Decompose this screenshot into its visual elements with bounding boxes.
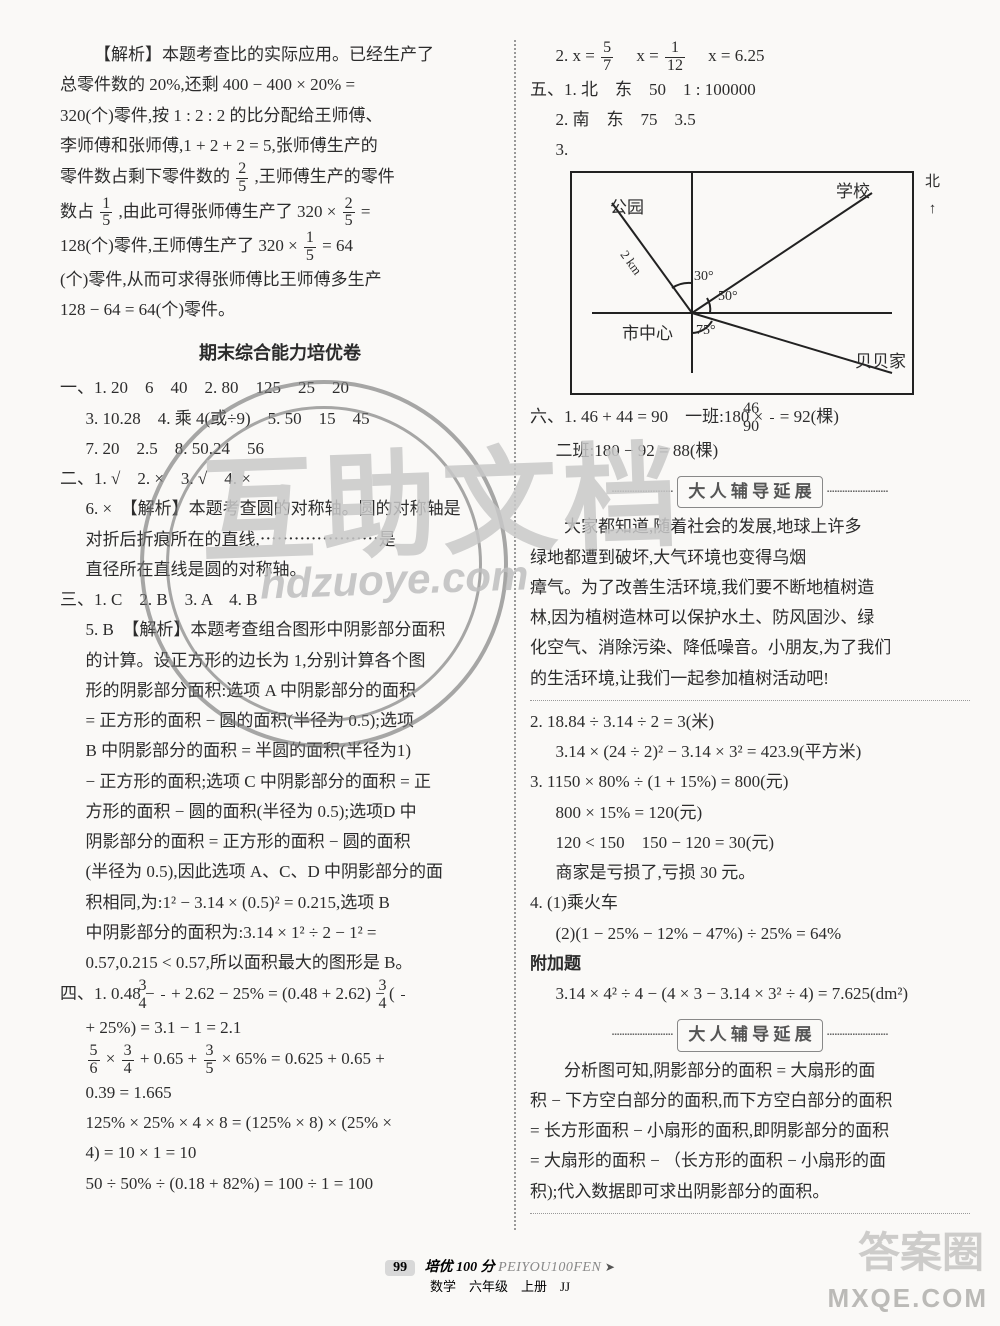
answer-line: 积相同,为:1² − 3.14 × (0.5)² = 0.215,选项 B: [60, 888, 500, 918]
analysis-line: 128(个)零件,王师傅生产了 320 × 15 = 64: [60, 230, 500, 265]
guidance-text: 积 − 下方空白部分的面积,而下方空白部分的面积: [530, 1086, 970, 1116]
label-30: 30°: [694, 265, 714, 290]
answer-line: 四、1. 0.48 − 34 + 2.62 − 25% = (0.48 + 2.…: [60, 978, 500, 1013]
answer-line: 120 < 150 150 − 120 = 30(元): [530, 828, 970, 858]
label-school: 学校: [836, 177, 870, 207]
guidance-text: 绿地都遭到破坏,大气环境也变得乌烟: [530, 543, 970, 573]
answer-line: 三、1. C 2. B 3. A 4. B: [60, 585, 500, 615]
answer-line: = 正方形的面积 − 圆的面积(半径为 0.5);选项: [60, 706, 500, 736]
footer-sub: 数学 六年级 上册 JJ: [430, 1279, 570, 1294]
dotted-separator: [530, 1213, 970, 1214]
answer-line: 3.14 × (24 ÷ 2)² − 3.14 × 3² = 423.9(平方米…: [530, 737, 970, 767]
right-column: 2. x = 57 x = 112 x = 6.25 五、1. 北 东 50 1…: [530, 40, 970, 1240]
page-footer: 99 培优 100 分 PEIYOU100FEN ➤ 数学 六年级 上册 JJ: [0, 1256, 1000, 1296]
answer-line: (2)(1 − 25% − 12% − 47%) ÷ 25% = 64%: [530, 919, 970, 949]
answer-line: 6. × 【解析】本题考查圆的对称轴。圆的对称轴是: [60, 494, 500, 524]
left-column: 【解析】本题考查比的实际应用。已经生产了 总零件数的 20%,还剩 400 − …: [60, 40, 500, 1240]
analysis-line: 零件数占剩下零件数的 25 ,王师傅生产的零件: [60, 161, 500, 196]
page-number: 99: [385, 1260, 415, 1276]
answer-line: (半径为 0.5),因此选项 A、C、D 中阴影部分的面: [60, 857, 500, 887]
label-home: 贝贝家: [855, 347, 906, 377]
label-75: 75°: [696, 319, 716, 344]
analysis-line: 128 − 64 = 64(个)零件。: [60, 295, 500, 325]
answer-line: 阴影部分的面积 = 正方形的面积 − 圆的面积: [60, 827, 500, 857]
guidance-text: 瘴气。为了改善生活环境,我们要不断地植树造: [530, 573, 970, 603]
analysis-line: 320(个)零件,按 1 : 2 : 2 的比分配给王师傅、: [60, 101, 500, 131]
column-divider: [514, 40, 516, 1230]
footer-title: 培优 100 分: [425, 1260, 495, 1275]
answer-line: 50 ÷ 50% ÷ (0.18 + 82%) = 100 ÷ 1 = 100: [60, 1169, 500, 1199]
answer-line: 3. 1150 × 80% ÷ (1 + 15%) = 800(元): [530, 767, 970, 797]
answer-line: 直径所在直线是圆的对称轴。: [60, 555, 500, 585]
answer-line: 二、1. √ 2. × 3. √ 4. ×: [60, 464, 500, 494]
analysis-line: (个)零件,从而可求得张师傅比王师傅多生产: [60, 265, 500, 295]
answer-line: + 25%) = 3.1 − 1 = 2.1: [60, 1013, 500, 1043]
dotted-separator: [530, 700, 970, 701]
answer-line: 一、1. 20 6 40 2. 80 125 25 20: [60, 373, 500, 403]
answer-line: 125% × 25% × 4 × 8 = (125% × 8) × (25% ×: [60, 1108, 500, 1138]
answer-line: B 中阴影部分的面积 = 半圆的面积(半径为1): [60, 736, 500, 766]
answer-line: 4) = 10 × 1 = 10: [60, 1138, 500, 1168]
answer-line: 7. 20 2.5 8. 50.24 56: [60, 434, 500, 464]
answer-line: 0.39 = 1.665: [60, 1078, 500, 1108]
answer-line: 方形的面积 − 圆的面积(半径为 0.5);选项D 中: [60, 797, 500, 827]
answer-line: 56 × 34 + 0.65 + 35 × 65% = 0.625 + 0.65…: [60, 1043, 500, 1078]
answer-line: 五、1. 北 东 50 1 : 100000: [530, 75, 970, 105]
guidance-banner: ┈┈┈┈┈┈ 大 人 辅 导 延 展 ┈┈┈┈┈┈: [530, 1019, 970, 1051]
guidance-banner: ┈┈┈┈┈┈ 大 人 辅 导 延 展 ┈┈┈┈┈┈: [530, 476, 970, 508]
answer-line: 3. 10.28 4. 乘 4(或÷9) 5. 50 15 45: [60, 404, 500, 434]
answer-line: 的计算。设正方形的边长为 1,分别计算各个图: [60, 646, 500, 676]
label-center: 市中心: [622, 319, 673, 349]
map-diagram: 北↑ 公园 学校 市中心 贝贝: [570, 171, 914, 395]
footer-pinyin: PEIYOU100FEN: [498, 1260, 601, 1275]
analysis-line: 【解析】本题考查比的实际应用。已经生产了: [60, 40, 500, 70]
answer-line: 800 × 15% = 120(元): [530, 798, 970, 828]
answer-line: 2. 南 东 75 3.5: [530, 105, 970, 135]
guidance-text: 分析图可知,阴影部分的面积 = 大扇形的面: [530, 1056, 970, 1086]
answer-line: 对折后折痕所在的直线,⋯⋯⋯⋯⋯⋯⋯是: [60, 525, 500, 555]
answer-line: 六、1. 46 + 44 = 90 一班:180 × 4690 = 92(棵): [530, 401, 970, 436]
answer-line: 5. B 【解析】本题考查组合图形中阴影部分面积: [60, 615, 500, 645]
answer-line: − 正方形的面积;选项 C 中阴影部分的面积 = 正: [60, 767, 500, 797]
answer-line: 形的阴影部分面积:选项 A 中阴影部分的面积: [60, 676, 500, 706]
analysis-line: 数占 15 ,由此可得张师傅生产了 320 × 25 =: [60, 196, 500, 231]
guidance-text: 林,因为植树造林可以保护水土、防风固沙、绿: [530, 603, 970, 633]
answer-line: 3.14 × 4² ÷ 4 − (4 × 3 − 3.14 × 3² ÷ 4) …: [530, 979, 970, 1009]
analysis-line: 总零件数的 20%,还剩 400 − 400 × 20% =: [60, 70, 500, 100]
answer-line: 中阴影部分的面积为:3.14 × 1² ÷ 2 − 1² =: [60, 918, 500, 948]
answer-line: 商家是亏损了,亏损 30 元。: [530, 858, 970, 888]
answer-line: 2. 18.84 ÷ 3.14 ÷ 2 = 3(米): [530, 707, 970, 737]
answer-line: 二班:180 − 92 = 88(棵): [530, 436, 970, 466]
guidance-text: 积);代入数据即可求出阴影部分的面积。: [530, 1177, 970, 1207]
north-indicator: 北↑: [925, 169, 940, 222]
answer-line: 4. (1)乘火车: [530, 888, 970, 918]
answer-line: 0.57,0.215 < 0.57,所以面积最大的图形是 B。: [60, 948, 500, 978]
extra-title: 附加题: [530, 949, 970, 979]
guidance-text: 的生活环境,让我们一起参加植树活动吧!: [530, 664, 970, 694]
guidance-text: = 大扇形的面积 − （长方形的面积 − 小扇形的面: [530, 1146, 970, 1176]
guidance-text: 大家都知道,随着社会的发展,地球上许多: [530, 512, 970, 542]
label-50: 50°: [718, 285, 738, 310]
guidance-text: = 长方形面积 − 小扇形的面积,即阴影部分的面积: [530, 1116, 970, 1146]
guidance-text: 化空气、消除污染、降低噪音。小朋友,为了我们: [530, 633, 970, 663]
label-park: 公园: [610, 193, 644, 223]
answer-line: 3.: [530, 135, 970, 165]
analysis-line: 李师傅和张师傅,1 + 2 + 2 = 5,张师傅生产的: [60, 131, 500, 161]
answer-line: 2. x = 57 x = 112 x = 6.25: [530, 40, 970, 75]
section-title: 期末综合能力培优卷: [60, 337, 500, 369]
